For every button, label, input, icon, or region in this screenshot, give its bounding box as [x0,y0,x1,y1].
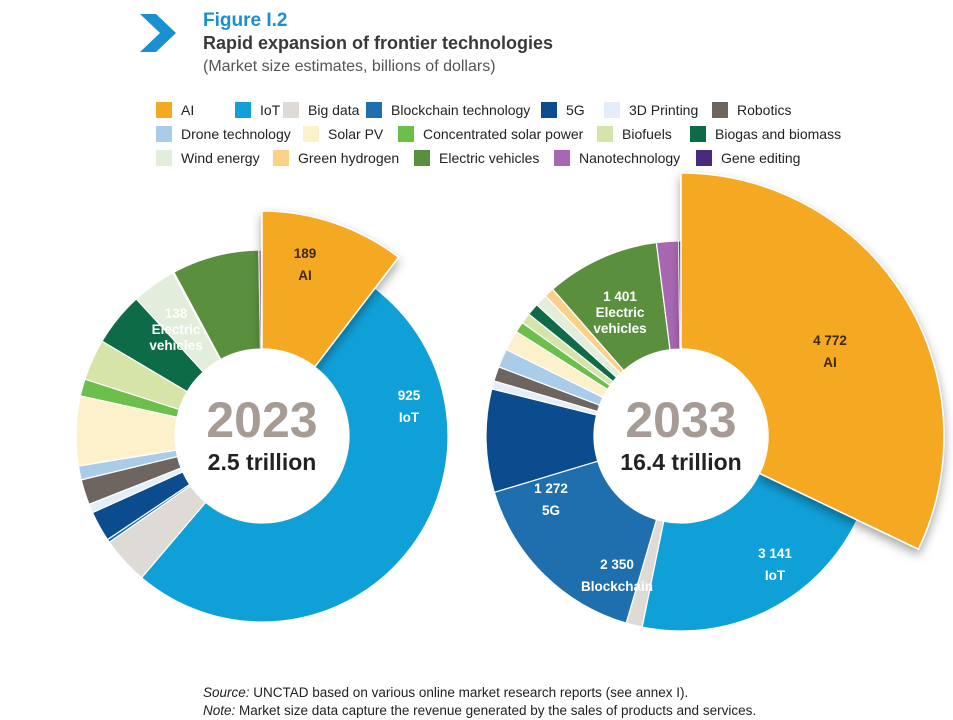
legend-swatch [235,102,251,118]
legend-label: 5G [566,102,585,118]
legend-swatch [696,150,712,166]
legend-swatch [597,126,613,142]
legend-item-solar-pv: Solar PV [303,126,383,142]
legend-label: Blockchain technology [391,102,531,118]
data-label-ai: 189 AI [294,246,317,283]
legend-label: Nanotechnology [579,150,681,166]
legend-item-electric-vehicles: Electric vehicles [414,150,539,166]
legend-label: Electric vehicles [439,150,540,166]
legend-label: Green hydrogen [298,150,400,166]
legend-label: IoT [260,102,281,118]
chart-subtitle: (Market size estimates, billions of doll… [203,58,496,75]
legend-swatch [303,126,319,142]
legend-label: Gene editing [721,150,801,166]
legend-swatch [366,102,382,118]
legend-item-biogas-and-biomass: Biogas and biomass [690,126,841,142]
legend-swatch [273,150,289,166]
legend-swatch [690,126,706,142]
legend-item-iot: IoT [235,102,280,118]
legend-swatch [554,150,570,166]
data-label-electric-vehicles: 1 401 Electric vehicles [593,289,646,336]
chart-title: Rapid expansion of frontier technologies [203,33,554,53]
legend-label: Big data [308,102,360,118]
legend-swatch [414,150,430,166]
donut-hole [594,349,768,523]
data-label-electric-vehicles: 138 Electric vehicles [149,306,202,353]
legend-label: Robotics [737,102,792,118]
legend-item-nanotechnology: Nanotechnology [554,150,680,166]
legend-item-drone-technology: Drone technology [156,126,291,142]
legend-swatch [398,126,414,142]
legend-item-ai: AI [156,102,194,118]
legend-item-gene-editing: Gene editing [696,150,800,166]
data-label-ai: 4 772 AI [813,333,847,370]
legend-swatch [541,102,557,118]
legend-label: Concentrated solar power [423,126,584,142]
legend-item-biofuels: Biofuels [597,126,672,142]
legend-label: Wind energy [181,150,260,166]
source-label: Source: [203,685,250,700]
figure-label: Figure I.2 [203,10,288,31]
legend-label: AI [181,102,195,118]
legend-swatch [712,102,728,118]
legend-label: 3D Printing [629,102,699,118]
legend-swatch [156,102,172,118]
legend-label: Biogas and biomass [715,126,842,142]
legend-label: Biofuels [622,126,672,142]
legend-item-big-data: Big data [283,102,359,118]
data-label-iot: 925 IoT [398,388,421,425]
center-total-label: 2.5 trillion [208,449,317,475]
legend-swatch [156,150,172,166]
legend-item-3d-printing: 3D Printing [604,102,698,118]
note-text: Market size data capture the revenue gen… [235,703,757,718]
legend-swatch [604,102,620,118]
note-label: Note: [203,703,236,718]
source-note: Source: UNCTAD based on various online m… [203,684,756,720]
legend-item-wind-energy: Wind energy [156,150,260,166]
center-year-label: 2033 [625,392,736,448]
data-label-blockchain-technology: 2 350 Blockchain [581,557,653,594]
center-year-label: 2023 [206,392,317,448]
legend-item-concentrated-solar-power: Concentrated solar power [398,126,583,142]
chevron-right-icon [140,14,176,52]
legend-swatch [156,126,172,142]
legend-label: Solar PV [328,126,384,142]
legend-item-blockchain-technology: Blockchain technology [366,102,530,118]
legend-label: Drone technology [181,126,291,142]
legend-item-robotics: Robotics [712,102,791,118]
data-label-5g: 1 272 5G [534,481,568,518]
data-label-iot: 3 141 IoT [758,546,792,583]
legend-item-5g: 5G [541,102,585,118]
legend-item-green-hydrogen: Green hydrogen [273,150,399,166]
source-text: UNCTAD based on various online market re… [249,685,689,700]
donut-hole [175,349,349,523]
legend-swatch [283,102,299,118]
center-total-label: 16.4 trillion [620,449,741,475]
